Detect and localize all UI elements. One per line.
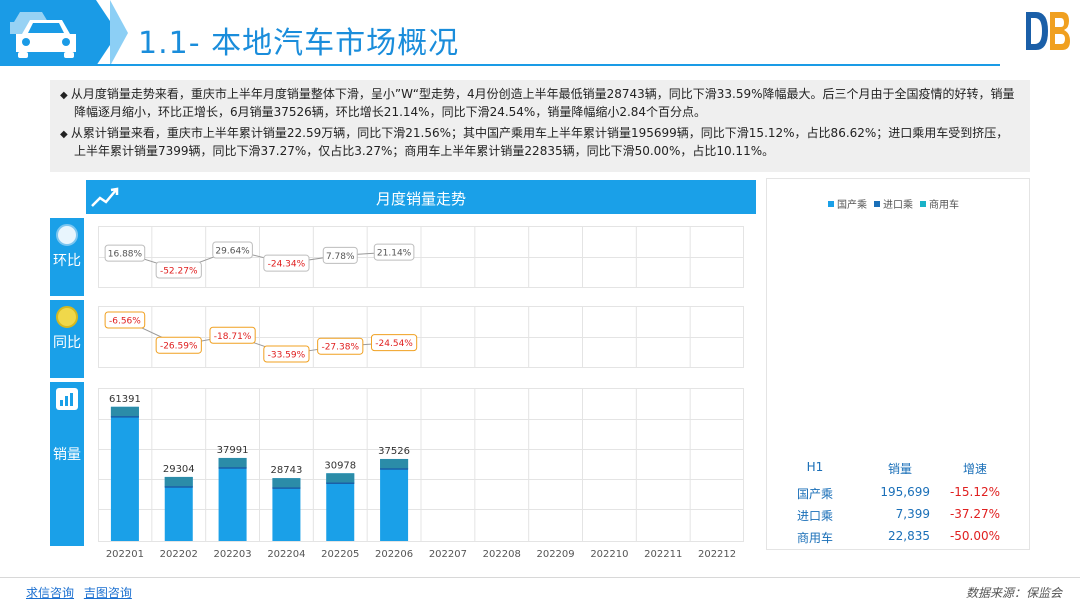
legend-label: 国产乘 xyxy=(837,200,867,211)
x-tick-label: 202202 xyxy=(159,549,198,560)
bar-chart-icon xyxy=(56,388,78,410)
data-source: 数据来源：保监会 xyxy=(965,586,1062,600)
table-row: 国产乘 195,699 -15.12% xyxy=(780,485,1020,503)
ring-icon xyxy=(56,224,78,246)
stats-name: 商用车 xyxy=(796,531,833,545)
x-tick-label: 202205 xyxy=(321,549,360,560)
x-tick-label: 202210 xyxy=(590,549,629,560)
x-tick-label: 202201 xyxy=(105,549,144,560)
stats-growth: -15.12% xyxy=(949,485,1001,499)
footer-divider xyxy=(0,577,1080,578)
x-tick-label: 202204 xyxy=(267,549,306,560)
x-axis-labels: 202201 202202 202203 202204 202205 202206 2022… xyxy=(98,549,744,563)
tab-yoy[interactable]: 同比 xyxy=(50,300,84,378)
page-title: 1.1- 本地汽车市场概况 xyxy=(138,26,460,61)
stats-growth: -37.27% xyxy=(949,507,1001,521)
sales-panel xyxy=(98,388,744,542)
stats-header-row: H1 销量 增速 xyxy=(780,460,1020,478)
x-tick-label: 202211 xyxy=(644,549,683,560)
stats-header-h1: H1 xyxy=(806,460,824,474)
tab-mom-label: 环比 xyxy=(53,253,81,269)
summary-bullet-2: 从累计销量来看，重庆市上半年累计销量22.59万辆，同比下滑21.56%；其中国… xyxy=(60,125,1020,160)
summary-bullet-1: 从月度销量走势来看，重庆市上半年月度销量整体下滑，呈小”W“型走势，4月份创造上… xyxy=(60,86,1020,121)
monthly-trend-title-bar: 月度销量走势 xyxy=(86,180,756,214)
x-tick-label: 202203 xyxy=(213,549,252,560)
legend-swatch xyxy=(828,201,834,207)
tab-yoy-label: 同比 xyxy=(53,335,81,351)
footer-link-2[interactable]: 吉图咨询 xyxy=(83,586,132,600)
stats-header-growth: 增速 xyxy=(962,462,987,476)
stats-sales: 195,699 xyxy=(880,485,930,499)
legend-swatch xyxy=(874,201,880,207)
header xyxy=(0,0,1080,66)
yoy-panel xyxy=(98,306,744,368)
footer-links: 求信咨询 吉图咨询 xyxy=(26,584,138,601)
x-tick-label: 202208 xyxy=(482,549,521,560)
db-logo xyxy=(1026,12,1070,50)
header-underline xyxy=(0,64,1000,66)
legend-item: 国产乘 xyxy=(828,200,867,211)
stats-name: 国产乘 xyxy=(796,487,833,501)
stats-sales: 22,835 xyxy=(888,529,930,543)
x-tick-label: 202207 xyxy=(428,549,467,560)
summary-box: 从月度销量走势来看，重庆市上半年月度销量整体下滑，呈小”W“型走势，4月份创造上… xyxy=(50,80,1030,172)
legend-item: 进口乘 xyxy=(874,200,913,211)
mom-panel xyxy=(98,226,744,288)
trend-up-icon xyxy=(91,187,119,207)
tab-sales-label: 销量 xyxy=(53,447,81,463)
share-panel xyxy=(766,178,1030,550)
stats-header-sales: 销量 xyxy=(887,462,912,476)
stats-growth: -50.00% xyxy=(949,529,1001,543)
footer-link-1[interactable]: 求信咨询 xyxy=(26,586,75,600)
table-row: 商用车 22,835 -50.00% xyxy=(780,529,1020,547)
legend-label: 商用车 xyxy=(929,200,959,211)
car-icon xyxy=(10,12,76,58)
legend-label: 进口乘 xyxy=(883,200,913,211)
legend-swatch xyxy=(920,201,926,207)
table-row: 进口乘 7,399 -37.27% xyxy=(780,507,1020,525)
x-tick-label: 202212 xyxy=(697,549,737,560)
legend-item: 商用车 xyxy=(920,200,959,211)
stats-sales: 7,399 xyxy=(895,507,930,521)
percent-icon xyxy=(56,306,78,328)
pie-legend: 国产乘 进口乘 商用车 xyxy=(828,196,988,211)
header-chevron-light xyxy=(110,0,128,66)
tab-mom[interactable]: 环比 xyxy=(50,218,84,296)
tab-sales[interactable]: 销量 xyxy=(50,382,84,546)
monthly-trend-title: 月度销量走势 xyxy=(375,190,466,208)
header-icon-box xyxy=(0,0,96,66)
x-tick-label: 202206 xyxy=(374,549,414,560)
stats-name: 进口乘 xyxy=(796,509,833,523)
x-tick-label: 202209 xyxy=(536,549,575,560)
